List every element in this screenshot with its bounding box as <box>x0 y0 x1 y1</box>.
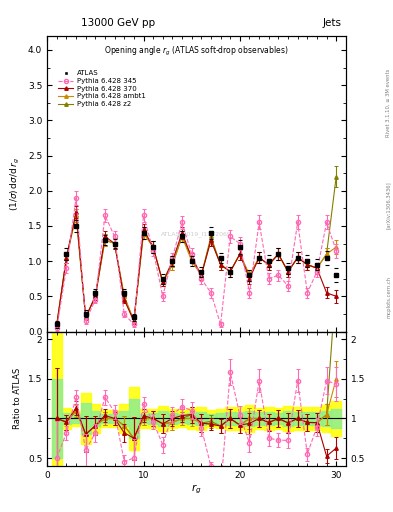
Text: 13000 GeV pp: 13000 GeV pp <box>81 18 155 28</box>
X-axis label: $r_g$: $r_g$ <box>191 482 202 496</box>
Y-axis label: Ratio to ATLAS: Ratio to ATLAS <box>13 368 22 430</box>
Text: ATLAS_2019_I1772069: ATLAS_2019_I1772069 <box>161 231 232 237</box>
Y-axis label: $(1/\sigma)\,\mathrm{d}\sigma/\mathrm{d}\,r_g$: $(1/\sigma)\,\mathrm{d}\sigma/\mathrm{d}… <box>9 157 22 211</box>
Text: Opening angle $r_g$ (ATLAS soft-drop observables): Opening angle $r_g$ (ATLAS soft-drop obs… <box>104 45 289 58</box>
Text: Rivet 3.1.10, ≥ 3M events: Rivet 3.1.10, ≥ 3M events <box>386 68 391 137</box>
Text: Jets: Jets <box>323 18 342 28</box>
Text: mcplots.cern.ch: mcplots.cern.ch <box>386 276 391 318</box>
Legend: ATLAS, Pythia 6.428 345, Pythia 6.428 370, Pythia 6.428 ambt1, Pythia 6.428 z2: ATLAS, Pythia 6.428 345, Pythia 6.428 37… <box>57 69 147 109</box>
Text: [arXiv:1306.3436]: [arXiv:1306.3436] <box>386 181 391 229</box>
